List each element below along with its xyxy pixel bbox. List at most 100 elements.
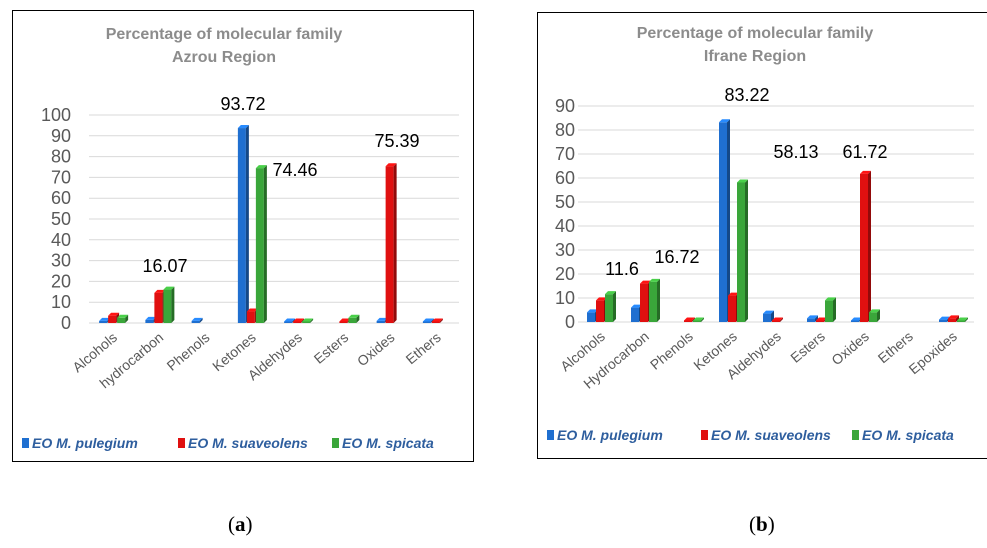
chart-title: Percentage of molecular family — [637, 25, 874, 42]
y-tick-label: 60 — [555, 168, 575, 188]
bar-eo-m-suaveolens — [293, 321, 302, 323]
y-tick-label: 50 — [51, 209, 71, 229]
legend-label: EO M. spicata — [862, 427, 954, 443]
caption-a: (a) — [228, 512, 253, 536]
bar-top — [693, 317, 704, 321]
chart-panel-ifrane: Percentage of molecular family Ifrane Reg… — [537, 12, 987, 459]
legend-label: EO M. suaveolens — [188, 435, 308, 451]
caption-b: (b) — [749, 512, 775, 536]
legend-swatch — [701, 430, 708, 440]
chart-ifrane: Percentage of molecular family Ifrane Reg… — [547, 25, 974, 443]
y-tick-label: 10 — [555, 288, 575, 308]
y-tick-label: 100 — [41, 105, 71, 125]
bar-eo-m-pulegium — [763, 313, 771, 322]
bar-top — [431, 318, 443, 322]
bar-eo-m-spicata — [348, 317, 357, 323]
bar-eo-m-pulegium — [191, 320, 200, 323]
bar-top — [631, 304, 642, 308]
bar-side — [780, 317, 783, 322]
bar-eo-m-spicata — [693, 320, 701, 322]
y-tick-label: 80 — [555, 120, 575, 140]
bar-eo-m-pulegium — [719, 122, 727, 322]
chart-azrou: Percentage of molecular family Azrou Regi… — [22, 26, 459, 451]
bar-side — [439, 318, 443, 323]
bar-top — [605, 291, 616, 295]
bar-eo-m-spicata — [649, 281, 657, 322]
bar-side — [199, 317, 203, 323]
bar-side — [701, 317, 704, 322]
x-tick-label: Phenols — [647, 328, 696, 373]
bar-top — [385, 163, 397, 167]
bar-top — [737, 179, 748, 183]
x-tick-label: Phenols — [164, 329, 213, 374]
data-label: 74.46 — [272, 160, 317, 180]
bar-top — [807, 315, 818, 319]
bar-top — [108, 312, 120, 316]
legend-swatch — [178, 438, 185, 448]
bar-eo-m-suaveolens — [772, 320, 780, 322]
y-tick-label: 40 — [51, 230, 71, 250]
bar-side — [430, 318, 434, 323]
bar-top — [869, 309, 880, 313]
bar-top — [649, 278, 660, 282]
bar-eo-m-pulegium — [99, 320, 108, 323]
bar-side — [956, 315, 959, 322]
bar-top — [117, 314, 129, 318]
bar-eo-m-suaveolens — [246, 311, 255, 323]
bar-eo-m-suaveolens — [339, 321, 348, 323]
bar-side — [868, 170, 871, 322]
bar-eo-m-suaveolens — [948, 318, 956, 322]
bar-side — [263, 165, 267, 323]
bar-side — [815, 315, 818, 322]
data-label: 16.07 — [142, 256, 187, 276]
x-tick-label: Oxides — [354, 329, 398, 369]
data-label: 58.13 — [773, 142, 818, 162]
bar-eo-m-spicata — [957, 320, 965, 322]
bar-top — [284, 318, 296, 322]
bar-top — [376, 317, 388, 321]
bar-top — [939, 316, 950, 320]
bar-eo-m-suaveolens — [860, 173, 868, 322]
bar-top — [163, 286, 175, 290]
bar-top — [99, 317, 111, 321]
bar-top — [246, 308, 258, 312]
bar-eo-m-pulegium — [237, 128, 246, 323]
bar-top — [851, 317, 862, 321]
bar-eo-m-pulegium — [807, 318, 815, 322]
bar-eo-m-suaveolens — [154, 292, 163, 323]
bar-top — [640, 280, 651, 284]
bar-eo-m-suaveolens — [431, 321, 440, 323]
bar-top — [763, 310, 774, 314]
y-tick-label: 90 — [51, 126, 71, 146]
bar-side — [771, 310, 774, 322]
bar-eo-m-suaveolens — [385, 166, 394, 323]
bar-eo-m-suaveolens — [596, 300, 604, 322]
bar-top — [293, 318, 305, 322]
bar-side — [393, 163, 397, 323]
y-tick-label: 90 — [555, 96, 575, 116]
chart-title: Percentage of molecular family — [106, 26, 343, 43]
bar-top — [191, 317, 203, 321]
data-label: 16.72 — [654, 247, 699, 267]
bar-eo-m-spicata — [737, 182, 745, 322]
bar-eo-m-pulegium — [851, 320, 859, 322]
chart-subtitle: Ifrane Region — [704, 48, 806, 65]
bar-side — [356, 314, 360, 323]
bar-eo-m-spicata — [117, 317, 126, 323]
bar-top — [302, 318, 314, 322]
bar-eo-m-suaveolens — [108, 315, 117, 323]
legend-swatch — [852, 430, 859, 440]
bar-top — [154, 289, 166, 293]
bar-top — [957, 317, 968, 321]
bar-side — [301, 318, 305, 323]
bar-top — [684, 317, 695, 321]
legend-label: EO M. pulegium — [32, 435, 138, 451]
bar-side — [657, 278, 660, 322]
y-tick-label: 0 — [61, 313, 71, 333]
bar-eo-m-pulegium — [376, 320, 385, 323]
data-label: 93.72 — [220, 94, 265, 114]
chart-subtitle: Azrou Region — [172, 49, 276, 66]
bar-eo-m-suaveolens — [684, 320, 692, 322]
legend-label: EO M. pulegium — [557, 427, 663, 443]
bar-side — [292, 318, 296, 323]
